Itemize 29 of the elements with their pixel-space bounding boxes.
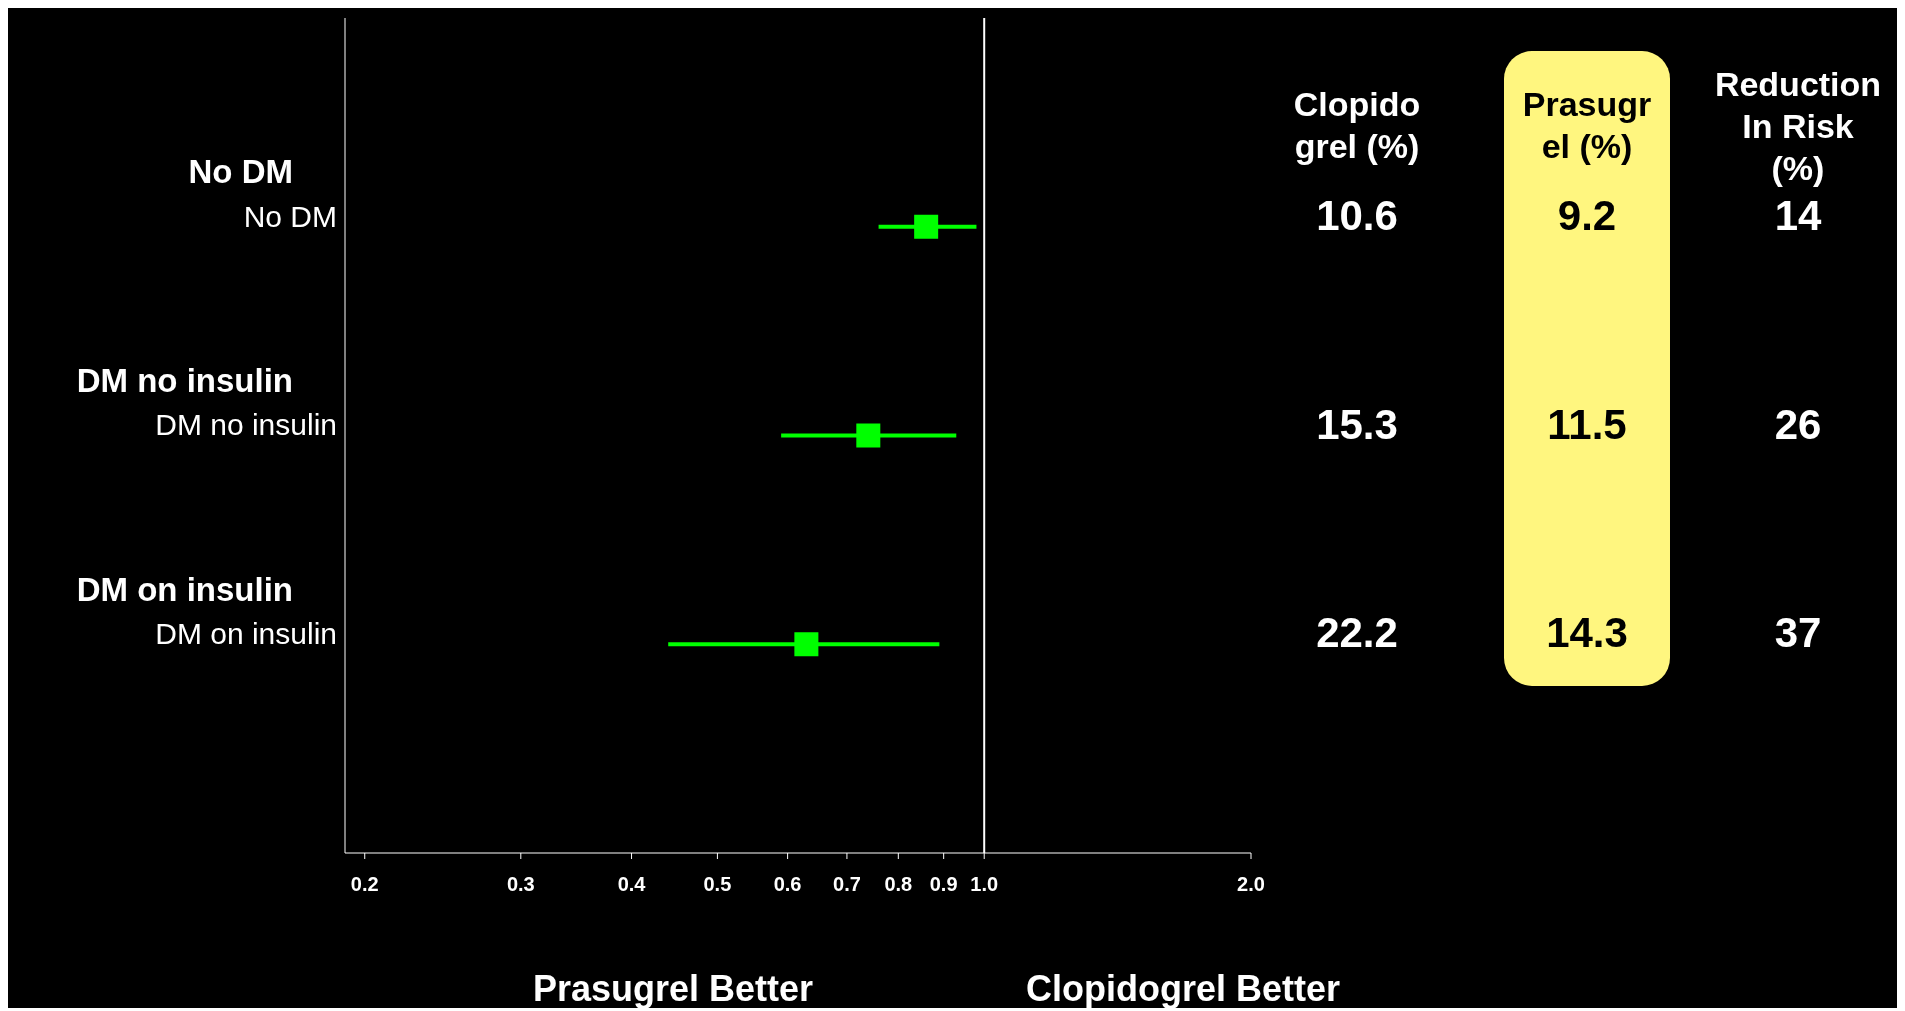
y-tick-label: DM no insulin	[155, 408, 337, 442]
text: 9.2	[1557, 191, 1617, 239]
x-tick-label: 0.6	[773, 873, 802, 896]
y-tick-label: No DM	[188, 153, 293, 191]
text: 14	[1774, 191, 1822, 239]
x-tick-label: 0.7	[833, 873, 861, 896]
text: DM on insulin	[76, 570, 293, 608]
text: 11.5	[1547, 400, 1627, 448]
text: Clopidogrel Better	[1025, 968, 1341, 1010]
text: Reduction In Risk (%)	[1714, 64, 1882, 189]
text: 15.3	[1316, 400, 1398, 448]
text: 37	[1774, 609, 1822, 657]
text: 14.3	[1546, 609, 1628, 657]
x-tick-label: 0.3	[506, 873, 535, 896]
x-tick-label: 0.2	[350, 873, 379, 896]
text: Prasugr el (%)	[1522, 84, 1652, 167]
text: 10.6	[1316, 191, 1398, 239]
x-tick-label: 1.0	[970, 873, 999, 896]
text: Prasugrel Better	[532, 968, 814, 1010]
x-tick-label: 2.0	[1237, 873, 1265, 896]
text: Clopido grel (%)	[1293, 84, 1421, 167]
text: DM no insulin	[76, 362, 293, 400]
text: 22.2	[1316, 609, 1398, 657]
x-tick-label: 0.8	[884, 873, 913, 896]
x-tick-label: 0.9	[929, 873, 958, 896]
x-tick-label: 0.4	[617, 873, 647, 896]
text: 26	[1774, 400, 1822, 448]
y-tick-label: DM on insulin	[155, 617, 337, 651]
x-tick-label: 0.5	[703, 873, 732, 896]
